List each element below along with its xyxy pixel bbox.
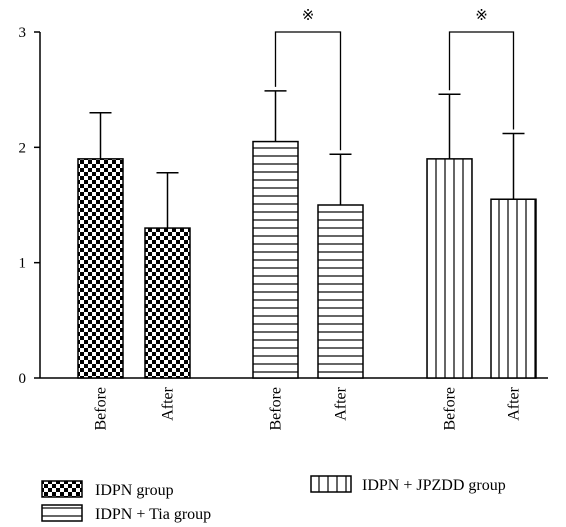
legend-swatch-horizontal [41, 504, 83, 522]
legend-label: IDPN + Tia group [95, 506, 211, 523]
bar-vertical-before [426, 158, 473, 379]
error-bars [89, 90, 525, 229]
x-category-label-before: Before [268, 387, 285, 431]
bar-checker-after [144, 227, 191, 379]
bar-vertical-after [490, 198, 537, 379]
x-category-label-before: Before [93, 387, 110, 431]
y-tick-label: 2 [19, 140, 27, 156]
bar-horizontal-after [317, 204, 364, 379]
significance-bracket [274, 31, 342, 151]
x-category-labels: Before After Before After Before After [93, 386, 523, 430]
y-axis-ticks: 0 1 2 3 [19, 25, 40, 387]
x-category-label-after: After [333, 386, 350, 420]
legend-swatch-checker [41, 480, 83, 498]
significance-brackets: ※ ※ [274, 6, 515, 151]
legend-label: IDPN group [95, 482, 174, 499]
bar-horizontal-before [252, 140, 299, 379]
bars [77, 140, 537, 379]
y-tick-label: 1 [19, 256, 27, 272]
y-tick-label: 0 [19, 371, 27, 387]
x-category-label-after: After [160, 386, 177, 420]
legend-swatch-vertical [310, 475, 352, 493]
x-category-label-after: After [506, 386, 523, 420]
x-category-label-before: Before [442, 387, 459, 431]
bar-checker-before [77, 158, 124, 379]
legend-label: IDPN + JPZDD group [362, 477, 506, 494]
significance-marker: ※ [475, 6, 488, 24]
significance-bracket [448, 31, 515, 130]
significance-marker: ※ [302, 6, 315, 24]
y-tick-label: 3 [19, 25, 27, 41]
legend: IDPN group IDPN + Tia group IDPN + JPZDD g… [41, 475, 506, 523]
